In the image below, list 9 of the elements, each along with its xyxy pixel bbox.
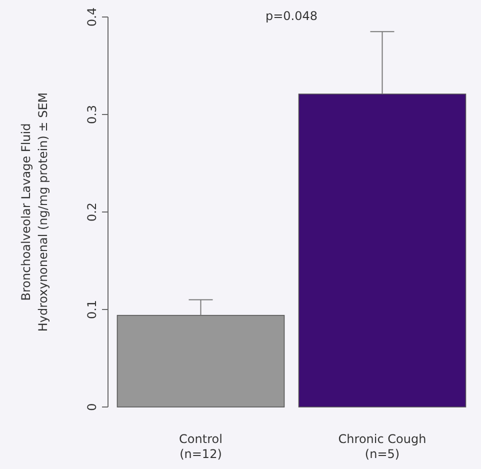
y-tick-label: 0	[85, 403, 99, 411]
y-tick-label: 0.1	[85, 300, 99, 320]
y-tick-label: 0.3	[85, 104, 99, 124]
annotation: p=0.048	[265, 9, 318, 23]
y-axis-title: Bronchoalveolar Lavage Fluid Hydroxynonenal (ng/mg protein) ± SEM	[19, 92, 50, 332]
x-tick-label: Chronic Cough (n=5)	[338, 432, 426, 461]
y-tick-label: 0.4	[85, 7, 99, 27]
y-tick-label: 0.2	[85, 202, 99, 222]
x-tick-label: Control (n=12)	[179, 432, 222, 461]
